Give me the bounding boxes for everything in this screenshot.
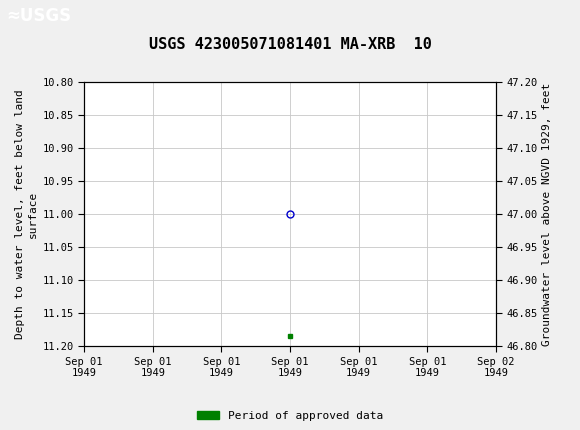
Y-axis label: Depth to water level, feet below land
surface: Depth to water level, feet below land su… xyxy=(15,89,38,339)
Text: USGS 423005071081401 MA-XRB  10: USGS 423005071081401 MA-XRB 10 xyxy=(148,37,432,52)
Y-axis label: Groundwater level above NGVD 1929, feet: Groundwater level above NGVD 1929, feet xyxy=(542,82,552,346)
Legend: Period of approved data: Period of approved data xyxy=(193,406,387,425)
Text: ≈USGS: ≈USGS xyxy=(6,7,71,25)
